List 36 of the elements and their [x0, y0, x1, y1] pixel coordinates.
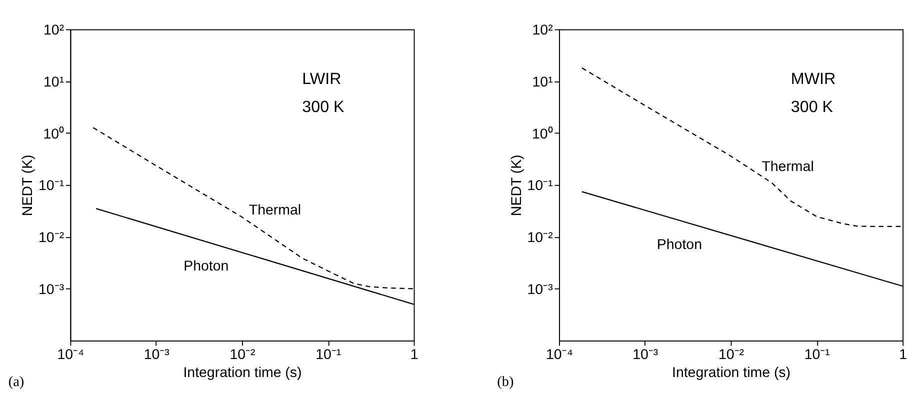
x-tick-label: 10⁻³: [632, 347, 658, 364]
y-axis-title: NEDT (K): [20, 154, 36, 216]
y-tick-label: 10⁻²: [38, 230, 64, 246]
x-tick-label: 10⁻¹: [316, 347, 342, 364]
annotation: LWIR: [302, 70, 342, 88]
x-tick-label: 10⁻⁴: [57, 347, 84, 364]
x-tick-label: 10⁻⁴: [546, 347, 573, 364]
y-tick-label: 10⁰: [532, 125, 553, 142]
x-axis-title: Integration time (s): [672, 365, 791, 382]
y-tick-label: 10⁻¹: [38, 178, 64, 194]
y-tick-label: 10⁻²: [527, 230, 554, 246]
x-tick-label: 10⁻³: [144, 347, 170, 364]
annotation: Photon: [656, 236, 702, 253]
x-tick-label: 10⁻²: [230, 347, 256, 364]
x-tick-label: 10⁻²: [718, 347, 744, 364]
x-tick-label: 1: [410, 347, 418, 364]
annotation: MWIR: [790, 70, 836, 88]
x-tick-label: 1: [899, 347, 908, 364]
y-tick-label: 10²: [532, 22, 554, 38]
annotation: Thermal: [762, 158, 814, 175]
y-axis-title: NEDT (K): [508, 154, 525, 216]
y-tick-label: 10⁻³: [527, 282, 554, 298]
annotation: 300 K: [790, 98, 834, 116]
y-tick-label: 10⁻¹: [527, 178, 554, 194]
annotation: Photon: [184, 258, 229, 275]
annotation: 300 K: [302, 98, 345, 116]
text: (a): [8, 374, 24, 390]
y-tick-label: 10²: [44, 22, 64, 38]
annotation: Thermal: [248, 202, 302, 219]
y-tick-label: 10¹: [44, 74, 64, 90]
y-tick-label: 10⁻³: [38, 282, 64, 298]
x-axis-title: Integration time (s): [183, 365, 302, 382]
text: (b): [497, 374, 514, 390]
y-tick-label: 10¹: [532, 74, 554, 90]
x-tick-label: 10⁻¹: [804, 347, 830, 364]
y-tick-label: 10⁰: [43, 125, 64, 142]
